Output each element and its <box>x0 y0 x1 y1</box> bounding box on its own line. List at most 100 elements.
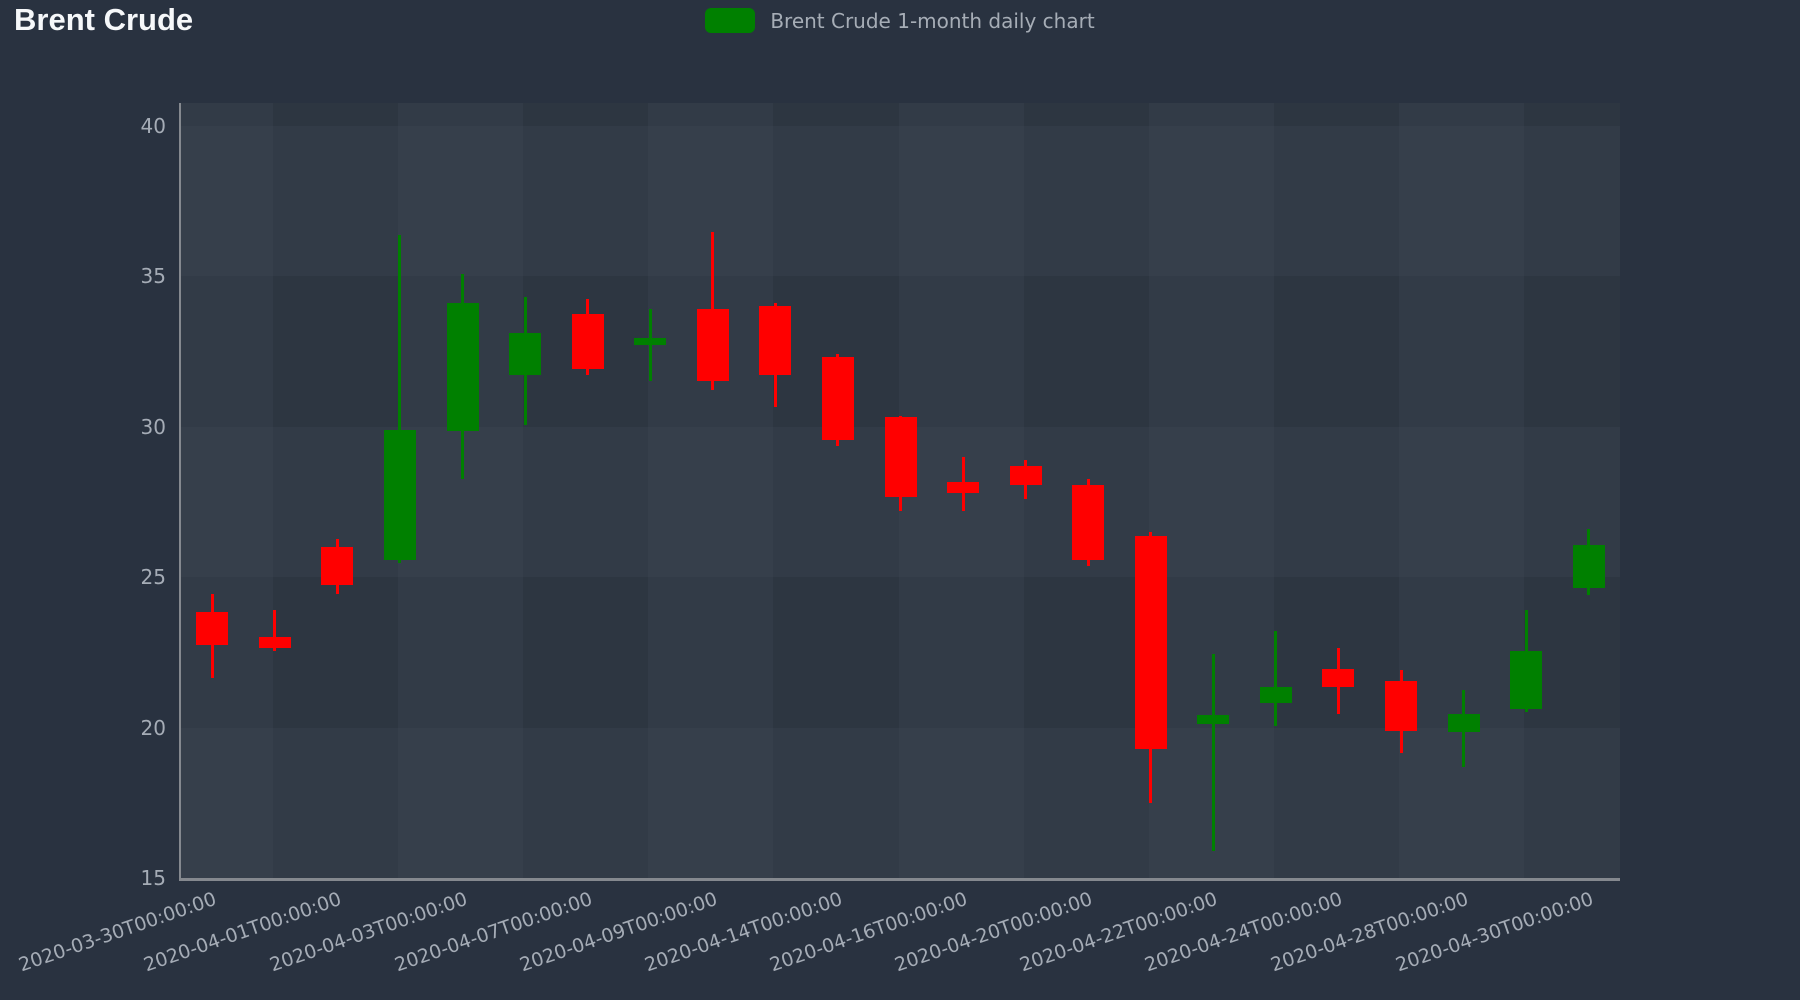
legend-label: Brent Crude 1-month daily chart <box>770 8 1095 33</box>
plot-band-cell <box>898 276 1024 427</box>
x-axis-line <box>179 878 1620 881</box>
plot-band-cell <box>898 577 1024 728</box>
candle-wick[interactable] <box>273 610 277 651</box>
candle-body[interactable] <box>821 357 854 441</box>
candle-body[interactable] <box>1197 715 1230 725</box>
plot-band-cell <box>1023 276 1149 427</box>
legend[interactable]: Brent Crude 1-month daily chart <box>0 8 1800 33</box>
plot-band-cell <box>181 577 273 728</box>
candle-body[interactable] <box>759 306 792 376</box>
plot-band-cell <box>398 577 524 728</box>
plot-band-cell <box>1274 426 1400 577</box>
plot-band-cell <box>1148 276 1274 427</box>
candle-body[interactable] <box>321 546 354 585</box>
candle-body[interactable] <box>1447 713 1480 732</box>
plot-band-cell <box>648 103 774 126</box>
plot-band-cell <box>1148 426 1274 577</box>
plot-band-cell <box>181 103 273 126</box>
plot-band-cell <box>181 276 273 427</box>
plot-band-cell <box>181 426 273 577</box>
candle-body[interactable] <box>947 482 980 493</box>
candle-body[interactable] <box>509 333 542 376</box>
plot-band-cell <box>773 577 899 728</box>
plot-band-cell <box>398 727 524 878</box>
candle-body[interactable] <box>1009 465 1042 486</box>
plot-band-cell <box>648 727 774 878</box>
plot-band-cell <box>272 103 399 126</box>
plot-band-cell <box>272 577 399 728</box>
candle-body[interactable] <box>1259 686 1292 704</box>
plot-band-cell <box>1524 276 1620 427</box>
plot-band-cell <box>1148 125 1274 276</box>
candle-body[interactable] <box>884 417 917 498</box>
plot-band-cell <box>523 577 649 728</box>
page-title: Brent Crude <box>14 2 194 37</box>
plot-band-cell <box>1524 103 1620 126</box>
candle-wick[interactable] <box>648 309 652 382</box>
plot-band-cell <box>1023 727 1149 878</box>
plot-band-cell <box>1274 577 1400 728</box>
plot-band-cell <box>898 125 1024 276</box>
plot-band-cell <box>773 103 899 126</box>
plot-band-cell <box>523 426 649 577</box>
plot-band-cell <box>898 727 1024 878</box>
plot-band-cell <box>1524 727 1620 878</box>
plot-band-cell <box>648 426 774 577</box>
candle-body[interactable] <box>1572 545 1605 588</box>
plot-band-cell <box>1274 276 1400 427</box>
plot-band-cell <box>1399 426 1525 577</box>
candle-body[interactable] <box>258 637 291 648</box>
plot-band-cell <box>1148 727 1274 878</box>
y-tick-label: 35 <box>140 264 166 288</box>
candle-body[interactable] <box>1322 668 1355 687</box>
plot-band-cell <box>1274 727 1400 878</box>
plot-band-cell <box>773 125 899 276</box>
candle-body[interactable] <box>196 611 229 645</box>
plot-band-cell <box>1148 103 1274 126</box>
plot-band-cell <box>1023 103 1149 126</box>
plot-band-cell <box>181 125 273 276</box>
plot-band-cell <box>272 727 399 878</box>
candle-body[interactable] <box>1072 485 1105 561</box>
plot-band-cell <box>1274 103 1400 126</box>
candle-body[interactable] <box>446 303 479 431</box>
plot-band-cell <box>398 103 524 126</box>
plot-area[interactable] <box>181 103 1620 880</box>
candle-wick[interactable] <box>398 235 402 564</box>
candle-body[interactable] <box>696 309 729 382</box>
y-tick-label: 15 <box>140 866 166 890</box>
plot-band-cell <box>1399 577 1525 728</box>
y-tick-label: 20 <box>140 715 166 740</box>
candle-body[interactable] <box>383 429 416 561</box>
plot-band-cell <box>523 727 649 878</box>
plot-band-cell <box>398 125 524 276</box>
candle-body[interactable] <box>571 313 604 370</box>
plot-band-cell <box>1524 125 1620 276</box>
plot-band-cell <box>773 426 899 577</box>
plot-band-cell <box>181 727 273 878</box>
plot-band-cell <box>1399 125 1525 276</box>
candle-body[interactable] <box>634 337 667 346</box>
plot-band-cell <box>1399 727 1525 878</box>
plot-band-cell <box>1023 577 1149 728</box>
plot-band-cell <box>648 577 774 728</box>
plot-band-cell <box>272 276 399 427</box>
plot-band-cell <box>523 125 649 276</box>
candle-body[interactable] <box>1385 680 1418 731</box>
candle-body[interactable] <box>1510 650 1543 710</box>
plot-band-cell <box>773 727 899 878</box>
plot-band-cell <box>523 103 649 126</box>
legend-swatch-icon <box>705 8 756 33</box>
candle-wick[interactable] <box>1211 653 1215 851</box>
y-tick-label: 25 <box>140 565 166 589</box>
plot-band-cell <box>1399 103 1525 126</box>
plot-band-cell <box>1399 276 1525 427</box>
plot-band-cell <box>272 125 399 276</box>
y-tick-label: 30 <box>140 414 166 439</box>
candle-wick[interactable] <box>1274 631 1278 726</box>
y-axis-line <box>179 103 181 880</box>
candle-body[interactable] <box>1134 536 1167 749</box>
plot-band-cell <box>898 103 1024 126</box>
plot-band-cell <box>1023 125 1149 276</box>
